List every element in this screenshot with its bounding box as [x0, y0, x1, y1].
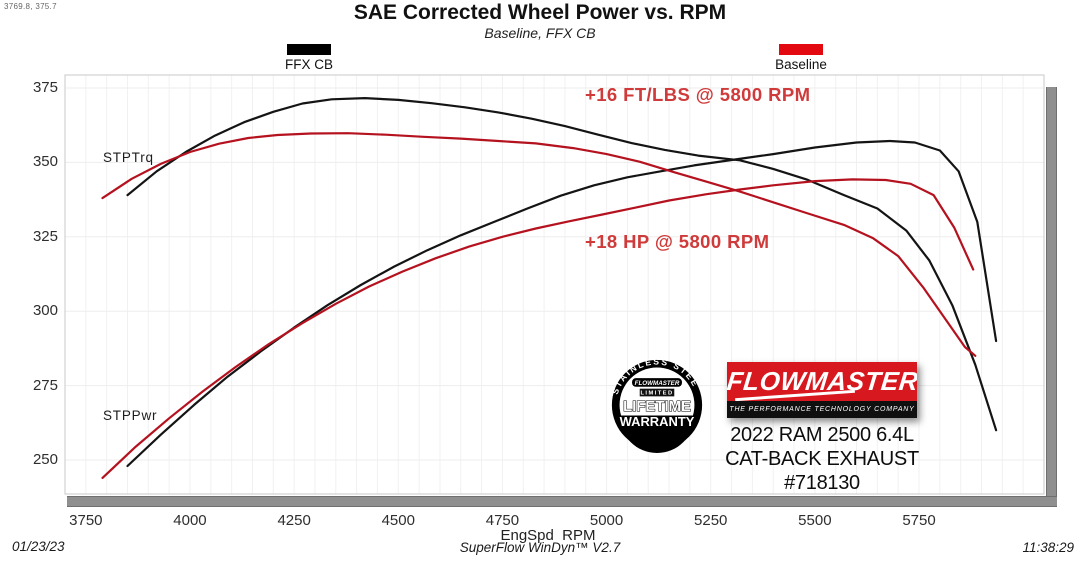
- legend-swatch-baseline: [779, 44, 823, 55]
- legend-label-ffx-cb: FFX CB: [284, 57, 333, 72]
- badge-limited-text: LIMITED: [640, 391, 673, 397]
- vehicle-line-1: 2022 RAM 2500 6.4L: [730, 424, 914, 446]
- report-time: 11:38:29: [1022, 540, 1074, 555]
- curve-baseline-torque: [101, 132, 977, 357]
- badge-brand-text: FLOWMASTER: [635, 380, 680, 387]
- flowmaster-logo: FLOWMASTER™ THE PERFORMANCE TECHNOLOGY C…: [727, 362, 917, 418]
- flowmaster-logo-black-band: THE PERFORMANCE TECHNOLOGY COMPANY: [727, 401, 917, 418]
- x-tick-label: 4750: [485, 512, 520, 529]
- flowmaster-logo-red-band: FLOWMASTER™: [727, 362, 917, 401]
- vehicle-info: 2022 RAM 2500 6.4L CAT-BACK EXHAUST #718…: [690, 423, 954, 495]
- y-tick-label: 275: [32, 376, 58, 394]
- curve-baseline-power: [101, 178, 975, 479]
- chart-subtitle: Baseline, FFX CB: [484, 25, 596, 41]
- power-curve-label: STPPwr: [103, 408, 158, 423]
- x-tick-label: 5000: [589, 512, 624, 529]
- torque-gain-annotation: +16 FT/LBS @ 5800 RPM: [585, 84, 811, 105]
- vertical-scrollbar[interactable]: [1046, 87, 1057, 496]
- x-tick-label: 5500: [798, 512, 832, 529]
- vehicle-line-2: CAT-BACK EXHAUST #718130: [725, 448, 919, 494]
- x-tick-label: 3750: [69, 512, 103, 529]
- x-tick-label: 4500: [381, 512, 415, 529]
- lifetime-warranty-badge: STAINLESS STEEL FLOWMASTER LIMITED LIFET…: [610, 357, 703, 453]
- y-tick-label: 375: [32, 79, 58, 96]
- y-tick-label: 350: [32, 153, 58, 171]
- horizontal-scrollbar[interactable]: [67, 496, 1057, 507]
- legend-item-ffx-cb: FFX CB: [277, 44, 341, 72]
- badge-limited-bar: [639, 388, 675, 397]
- torque-curve-label: STPTrq: [103, 150, 154, 165]
- cursor-coordinate-readout: 3769.8, 375.7: [4, 2, 57, 11]
- y-tick-label: 250: [32, 451, 58, 468]
- plot-border: [64, 74, 1045, 495]
- x-axis-label: EngSpd RPM: [500, 527, 596, 544]
- y-tick-label: 325: [32, 227, 58, 245]
- badge-warranty-text: WARRANTY: [620, 414, 695, 429]
- badge-brand-banner: [632, 378, 682, 387]
- x-tick-label: 5750: [902, 512, 936, 529]
- badge-lifetime-text: LIFETIME: [623, 399, 691, 415]
- power-gain-annotation: +18 HP @ 5800 RPM: [585, 231, 770, 252]
- y-tick-label: 300: [32, 302, 58, 320]
- software-version: SuperFlow WinDyn™ V2.7: [459, 540, 621, 555]
- legend-item-baseline: Baseline: [769, 44, 833, 72]
- badge-bottom-chord: [619, 415, 695, 453]
- curve-ffx-torque: [126, 96, 998, 432]
- x-tick-label: 4250: [277, 512, 311, 529]
- x-tick-label: 5250: [694, 512, 728, 529]
- x-tick-label: 4000: [173, 512, 207, 529]
- flowmaster-tagline: THE PERFORMANCE TECHNOLOGY COMPANY: [729, 406, 915, 413]
- legend-swatch-ffx-cb: [287, 44, 331, 55]
- legend-label-baseline: Baseline: [775, 57, 827, 72]
- report-date: 01/23/23: [12, 539, 65, 554]
- chart-title: SAE Corrected Wheel Power vs. RPM: [353, 1, 727, 24]
